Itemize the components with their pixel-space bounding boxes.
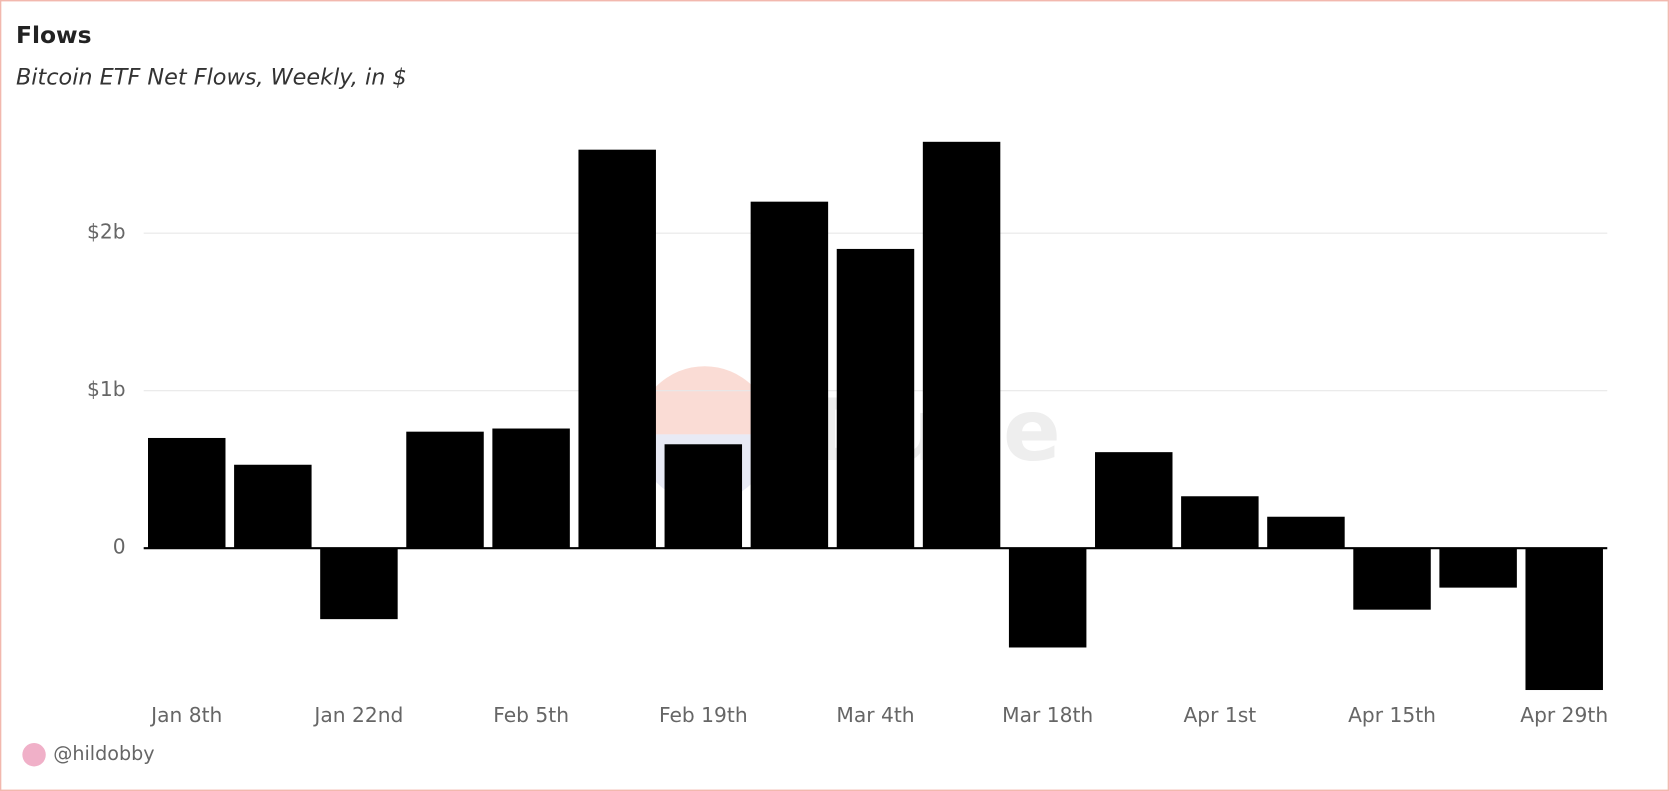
author-avatar (22, 743, 46, 767)
y-tick-label: $1b (87, 377, 126, 401)
bar (148, 437, 226, 549)
bar (1095, 452, 1173, 549)
bar (1181, 496, 1259, 549)
bar (1525, 548, 1603, 691)
bar (406, 431, 484, 549)
bar (234, 464, 312, 549)
x-tick-label: Apr 29th (1520, 703, 1608, 727)
author[interactable]: @hildobby (53, 742, 154, 765)
chart-title: Flows (16, 21, 92, 49)
bar (1439, 548, 1517, 588)
bar (320, 548, 398, 620)
bar (492, 428, 570, 549)
x-tick-label: Apr 15th (1348, 703, 1436, 727)
x-tick-label: Jan 8th (149, 703, 222, 727)
plot: 0 $1b $2b Jan 8th Jan 22nd Feb 5th Feb 19th Mar… (87, 141, 1608, 727)
y-tick-label: 0 (113, 535, 126, 559)
bar (750, 201, 829, 549)
x-tick-label: Mar 18th (1002, 703, 1093, 727)
bar (836, 248, 915, 549)
x-tick-label: Jan 22nd (312, 703, 403, 727)
bar (1008, 548, 1087, 648)
x-tick-label: Mar 4th (836, 703, 914, 727)
bar (664, 444, 743, 549)
x-tick-label: Feb 5th (493, 703, 569, 727)
chart-subtitle: Bitcoin ETF Net Flows, Weekly, in $ (16, 64, 407, 90)
x-tick-label: Feb 19th (659, 703, 748, 727)
bar (1267, 516, 1345, 549)
bar (1353, 548, 1431, 610)
y-tick-label: $2b (87, 220, 126, 244)
bar (922, 141, 1001, 549)
x-tick-label: Apr 1st (1183, 703, 1256, 727)
bar (578, 149, 656, 549)
